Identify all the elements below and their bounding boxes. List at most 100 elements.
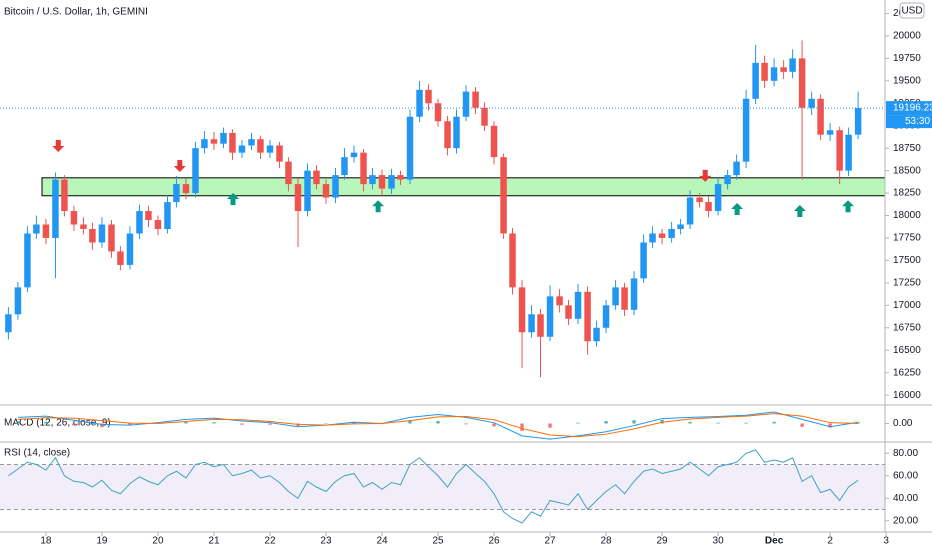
x-tick-label: 26 — [488, 536, 500, 547]
candle-body — [798, 58, 806, 108]
rsi-label: RSI (14, close) — [4, 448, 70, 459]
up-arrow — [227, 192, 240, 205]
candle-body — [304, 170, 311, 212]
candle-body — [854, 108, 862, 135]
candle-body — [126, 233, 134, 265]
down-arrow — [699, 169, 712, 182]
candle-body — [434, 103, 442, 122]
chart-title: Bitcoin / U.S. Dollar, 1h, GEMINI — [4, 7, 148, 18]
rsi-y-tick-label: 40.00 — [893, 493, 918, 504]
candle-body — [80, 224, 87, 229]
y-tick-label: 18250 — [893, 188, 921, 199]
candle-body — [154, 220, 162, 229]
x-tick-label: 20 — [152, 536, 164, 547]
macd-histogram-bar — [520, 423, 524, 431]
candle-body — [640, 242, 647, 279]
y-tick-label: 17000 — [893, 300, 921, 311]
candle-body — [61, 179, 68, 212]
y-tick-label: 18750 — [893, 143, 921, 154]
candle-body — [602, 305, 610, 328]
macd-histogram-bar — [856, 422, 860, 424]
candle-body — [52, 179, 59, 238]
candle-body — [229, 132, 236, 153]
macd-histogram-bar — [548, 423, 552, 428]
x-tick-label: 22 — [264, 536, 276, 547]
macd-histogram-bar — [772, 421, 776, 424]
macd-histogram-bar — [212, 422, 216, 424]
candle-body — [201, 139, 208, 149]
x-tick-label: 24 — [376, 536, 388, 547]
candle-body — [789, 58, 796, 72]
x-tick-label: 23 — [320, 536, 332, 547]
y-tick-label: 16000 — [893, 390, 921, 401]
candle-body — [294, 184, 302, 212]
up-arrow — [793, 205, 806, 218]
y-tick-label: 18500 — [893, 165, 921, 176]
last-price-box — [886, 101, 932, 116]
candle-body — [145, 211, 152, 221]
candle-body — [360, 152, 367, 185]
candle-body — [322, 184, 330, 198]
candle-body — [742, 98, 750, 162]
macd-histogram-bar — [632, 420, 636, 424]
candle-body — [182, 184, 190, 194]
countdown-label: 53:30 — [905, 116, 930, 127]
y-tick-label: 17500 — [893, 255, 921, 266]
macd-histogram-bar — [464, 423, 468, 425]
candle-body — [490, 125, 498, 158]
candle-body — [89, 228, 96, 243]
candle-body — [817, 98, 824, 135]
candle-body — [733, 161, 740, 176]
macd-histogram-bar — [744, 422, 748, 424]
rsi-y-tick-label: 80.00 — [893, 448, 918, 459]
candle-body — [770, 67, 778, 81]
candle-body — [453, 116, 460, 149]
macd-histogram-bar — [324, 423, 328, 424]
candle-body — [14, 287, 22, 315]
candle-body — [826, 130, 834, 135]
candle-body — [696, 197, 703, 203]
y-tick-label: 17750 — [893, 233, 921, 244]
macd-line — [17, 413, 859, 438]
candle-body — [481, 107, 488, 126]
macd-histogram-bar — [44, 421, 48, 424]
candle-body — [780, 67, 787, 72]
macd-line — [17, 411, 859, 440]
y-tick-label: 20000 — [893, 31, 921, 42]
candle-body — [313, 170, 320, 185]
candle-body — [546, 296, 554, 337]
candle-body — [341, 157, 348, 176]
candle-body — [668, 228, 675, 238]
currency-label: USD — [901, 6, 922, 17]
macd-histogram-bar — [660, 419, 664, 424]
macd-histogram-bar — [604, 421, 608, 424]
y-tick-label: 19750 — [893, 53, 921, 64]
candle-body — [24, 233, 31, 288]
candle-body — [724, 175, 731, 185]
macd-histogram-bar — [436, 421, 440, 424]
candle-body — [388, 175, 395, 189]
rsi-band — [0, 464, 885, 510]
macd-y-tick-label: 0.00 — [893, 418, 913, 429]
candle-body — [509, 233, 516, 288]
macd-histogram-bar — [128, 423, 132, 426]
y-tick-label: 16750 — [893, 322, 921, 333]
candle-body — [238, 145, 246, 153]
macd-histogram-bar — [16, 421, 20, 424]
candle-body — [537, 314, 544, 337]
macd-histogram-bar — [492, 423, 496, 427]
up-arrow — [842, 200, 855, 213]
macd-histogram-bar — [800, 423, 804, 427]
candle-body — [630, 278, 638, 310]
rsi-line — [8, 449, 859, 524]
candle-body — [266, 145, 274, 153]
candle-body — [406, 116, 414, 180]
rsi-y-tick-label: 20.00 — [893, 515, 918, 526]
candle-body — [42, 224, 50, 238]
y-tick-label: 17250 — [893, 278, 921, 289]
candle-body — [117, 251, 124, 265]
candle-body — [257, 139, 264, 153]
y-tick-label: 18000 — [893, 210, 921, 221]
candle-body — [612, 287, 619, 306]
